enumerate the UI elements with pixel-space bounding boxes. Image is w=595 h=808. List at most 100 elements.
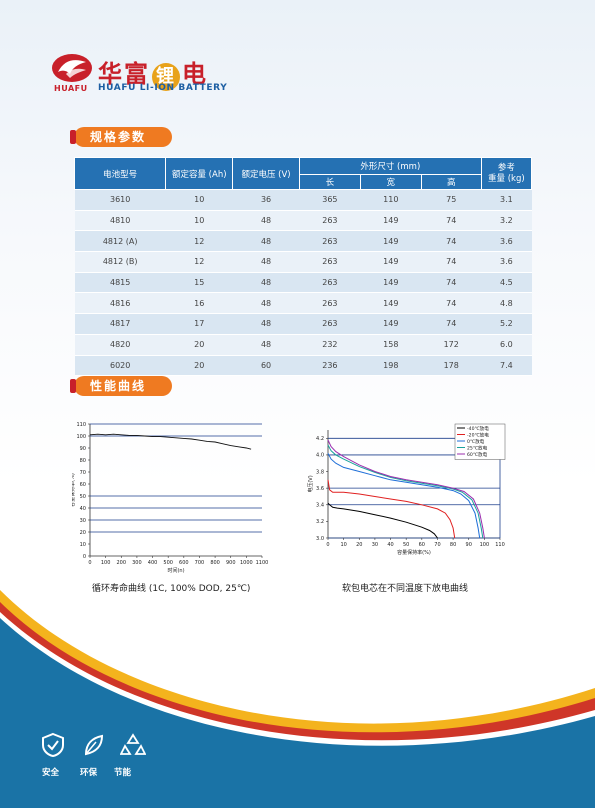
x-tick-label: 70	[434, 542, 440, 548]
table-cell-model: 4820	[74, 334, 166, 356]
x-tick-label: 800	[210, 560, 220, 566]
x-axis-label: 时间(n)	[167, 567, 184, 574]
header-weight-line1: 参考	[497, 162, 515, 173]
x-axis-label: 容量保持率(%)	[397, 549, 431, 556]
footer-icons: 安全 环保 节能	[40, 732, 160, 782]
table-cell-height: 74	[421, 230, 482, 253]
brand-en-name: HUAFU LI-ION BATTERY	[98, 83, 228, 93]
table-cell-height: 75	[421, 189, 482, 211]
x-tick-label: 500	[163, 560, 173, 566]
y-tick-label: 3.2	[316, 519, 324, 525]
spec-section-title: 规格参数	[70, 127, 172, 147]
y-tick-label: 4.2	[316, 436, 324, 442]
x-tick-label: 40	[387, 542, 393, 548]
bird-logo-icon	[52, 54, 92, 82]
series-line	[327, 444, 484, 539]
y-axis-label: 容量保持率(%)	[72, 473, 76, 507]
table-cell-model: 4816	[74, 292, 166, 315]
table-cell-model: 4812 (B)	[74, 251, 166, 273]
table-cell-height: 172	[421, 334, 482, 356]
discharge-temp-chart: 0 10 20 30 40 50 60 70 80 90 100 110 3.0 3.2 3.4 3.6 3.8…	[300, 418, 520, 578]
legend-label: 25℃放电	[467, 444, 488, 451]
table-cell-capacity: 16	[165, 292, 233, 315]
x-tick-label: 100	[480, 542, 490, 548]
table-cell-weight: 6.0	[481, 334, 532, 356]
cycle-life-chart: 0 100 200 300 400 500 600 700 800 900 1000 1100 0 10 2…	[69, 418, 272, 578]
y-tick-label: 3.8	[316, 469, 324, 475]
table-cell-height: 74	[421, 210, 482, 232]
table-row: 4820 20 48 232 158 172 6.0	[74, 334, 532, 356]
discharge-temp-caption: 软包电芯在不同温度下放电曲线	[342, 584, 469, 594]
header-voltage: 额定电压 (V)	[232, 157, 300, 190]
legend-label: -40℃放电	[467, 425, 489, 432]
table-cell-weight: 3.1	[481, 189, 532, 211]
table-cell-weight: 5.2	[481, 313, 532, 335]
y-tick-label: 110	[76, 422, 86, 428]
header-weight: 参考 重量 (kg)	[480, 157, 533, 190]
table-row: 4817 17 48 263 149 74 5.2	[74, 313, 532, 335]
table-cell-length: 263	[299, 292, 361, 315]
table-row: 6020 20 60 236 198 178 7.4	[74, 355, 532, 377]
cycle-life-caption: 循环寿命曲线 (1C, 100% DOD, 25℃)	[92, 584, 251, 594]
table-cell-weight: 4.8	[481, 292, 532, 315]
table-cell-model: 4815	[74, 272, 166, 294]
table-cell-height: 74	[421, 292, 482, 315]
x-tick-label: 900	[226, 560, 236, 566]
table-cell-capacity: 20	[165, 355, 233, 377]
y-tick-label: 3.0	[316, 536, 324, 542]
table-cell-weight: 3.2	[481, 210, 532, 232]
table-cell-length: 263	[299, 272, 361, 294]
table-cell-voltage: 48	[232, 210, 300, 232]
y-tick-label: 3.6	[316, 486, 324, 492]
table-cell-voltage: 48	[232, 313, 300, 335]
shield-check-icon	[40, 732, 66, 758]
table-cell-weight: 7.4	[481, 355, 532, 377]
table-cell-voltage: 60	[232, 355, 300, 377]
y-tick-label: 50	[80, 494, 86, 500]
y-tick-label: 70	[80, 470, 86, 476]
x-tick-label: 1000	[240, 560, 253, 566]
y-tick-label: 30	[80, 518, 86, 524]
x-tick-label: 0	[88, 560, 91, 566]
table-cell-capacity: 20	[165, 334, 233, 356]
table-cell-height: 74	[421, 251, 482, 273]
table-cell-capacity: 17	[165, 313, 233, 335]
table-cell-width: 149	[360, 292, 422, 315]
table-cell-length: 263	[299, 210, 361, 232]
curve-section-title: 性能曲线	[70, 376, 172, 396]
legend-label: 0℃放电	[467, 438, 485, 445]
spec-table: 电池型号 额定容量 (Ah) 额定电压 (V) 外形尺寸 (mm) 参考 重量 …	[73, 157, 533, 377]
y-tick-label: 100	[76, 434, 86, 440]
table-cell-capacity: 12	[165, 230, 233, 253]
table-cell-capacity: 12	[165, 251, 233, 273]
table-row: 4815 15 48 263 149 74 4.5	[74, 272, 532, 294]
table-cell-model: 4817	[74, 313, 166, 335]
x-tick-label: 600	[179, 560, 189, 566]
brand-logo: HUAFU 华富锂电 HUAFU LI-ION BATTERY	[52, 50, 252, 94]
x-tick-label: 110	[495, 542, 505, 548]
table-cell-voltage: 48	[232, 251, 300, 273]
table-cell-voltage: 48	[232, 334, 300, 356]
table-row: 4816 16 48 263 149 74 4.8	[74, 292, 532, 315]
table-cell-width: 149	[360, 313, 422, 335]
legend-label: 60℃放电	[467, 451, 488, 458]
table-cell-weight: 3.6	[481, 251, 532, 273]
header-width: 宽	[359, 174, 422, 190]
x-tick-label: 30	[372, 542, 378, 548]
table-cell-model: 4810	[74, 210, 166, 232]
y-tick-label: 40	[80, 506, 86, 512]
brand-cn-part: 电	[182, 60, 208, 88]
header-capacity: 额定容量 (Ah)	[165, 157, 234, 190]
table-cell-length: 263	[299, 251, 361, 273]
footer-label-energy: 节能	[114, 768, 132, 778]
footer-label-safety: 安全	[42, 768, 60, 778]
x-tick-label: 60	[419, 542, 425, 548]
table-cell-width: 149	[360, 230, 422, 253]
table-cell-weight: 3.6	[481, 230, 532, 253]
footer-wave	[0, 590, 595, 808]
header-weight-line2: 重量 (kg)	[488, 173, 525, 184]
table-cell-width: 110	[360, 189, 422, 211]
table-cell-length: 236	[299, 355, 361, 377]
table-cell-voltage: 48	[232, 230, 300, 253]
y-tick-label: 10	[80, 542, 86, 548]
